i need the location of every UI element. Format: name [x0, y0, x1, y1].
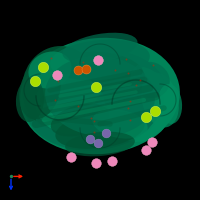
Point	[127, 72, 130, 75]
Point	[93, 119, 96, 122]
Ellipse shape	[130, 62, 170, 98]
Point	[88, 137, 92, 141]
Ellipse shape	[141, 73, 179, 127]
Ellipse shape	[22, 46, 98, 130]
Point	[76, 105, 79, 108]
Point	[76, 68, 80, 72]
Point	[84, 67, 88, 71]
Ellipse shape	[19, 61, 61, 119]
Point	[129, 119, 132, 122]
Point	[69, 155, 73, 159]
Point	[81, 60, 85, 63]
Point	[144, 148, 148, 152]
Ellipse shape	[20, 38, 180, 154]
Point	[55, 73, 59, 77]
Point	[151, 63, 154, 66]
Ellipse shape	[16, 78, 44, 122]
Ellipse shape	[28, 51, 72, 89]
Ellipse shape	[35, 52, 145, 108]
Ellipse shape	[35, 74, 105, 134]
Point	[53, 98, 56, 102]
Point	[94, 161, 98, 165]
Point	[90, 116, 93, 119]
Ellipse shape	[55, 111, 145, 149]
Point	[128, 99, 131, 102]
Point	[150, 140, 154, 144]
Ellipse shape	[50, 40, 150, 80]
Ellipse shape	[65, 132, 135, 156]
Ellipse shape	[36, 74, 164, 146]
Point	[125, 57, 128, 60]
Point	[104, 131, 108, 135]
Ellipse shape	[62, 33, 138, 63]
Point	[96, 58, 100, 62]
Ellipse shape	[100, 66, 172, 142]
Ellipse shape	[24, 49, 168, 151]
Ellipse shape	[45, 56, 155, 136]
Point	[9, 175, 13, 178]
Point	[33, 79, 37, 83]
Point	[56, 80, 59, 83]
Point	[96, 141, 100, 145]
Ellipse shape	[51, 104, 109, 136]
Point	[134, 84, 138, 87]
Point	[110, 159, 114, 163]
Point	[113, 69, 116, 72]
Point	[93, 131, 96, 134]
Ellipse shape	[158, 84, 182, 124]
Point	[138, 79, 141, 82]
Ellipse shape	[92, 109, 148, 139]
Point	[126, 106, 130, 109]
Ellipse shape	[92, 84, 156, 140]
Point	[94, 85, 98, 89]
Point	[103, 129, 106, 132]
Point	[144, 115, 148, 119]
Point	[153, 109, 157, 113]
Point	[49, 56, 53, 60]
Point	[41, 65, 45, 69]
